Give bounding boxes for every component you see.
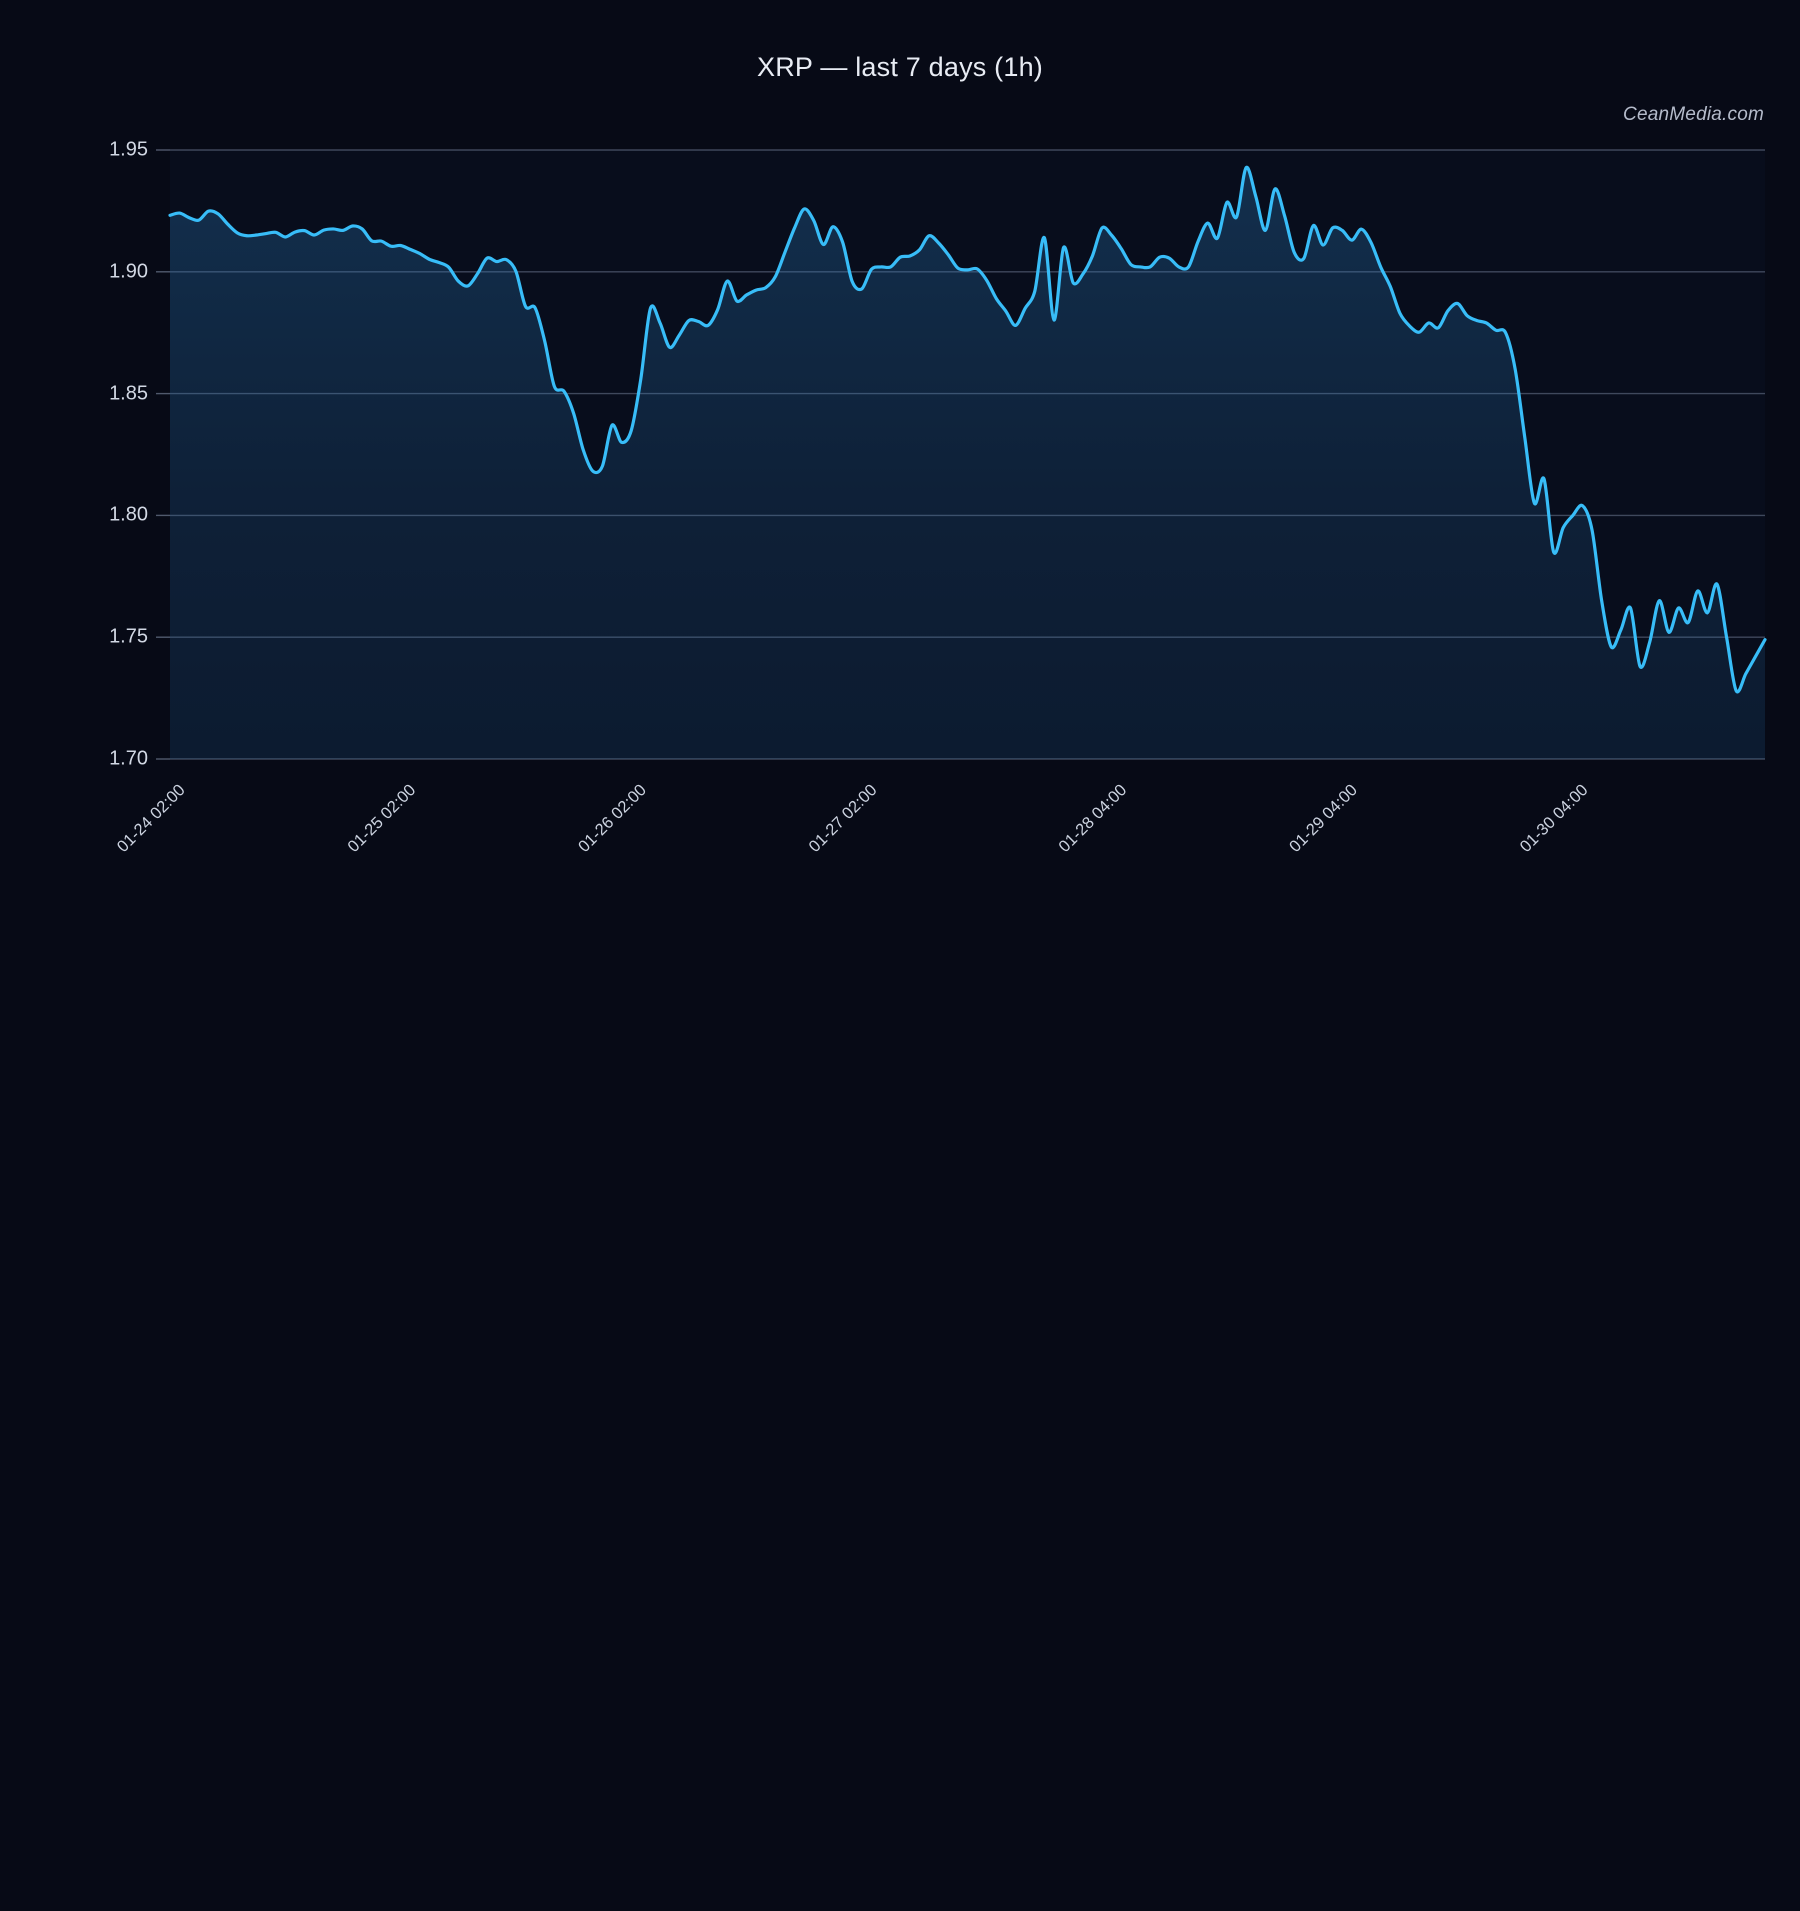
chart-root: XRP — last 7 days (1h) CeanMedia.com 1.9… [0, 0, 1767, 960]
x-axis-tick-label: 01-30 04:00 [1516, 781, 1592, 857]
y-axis-tick-label: 1.75 [109, 625, 148, 648]
y-axis: 1.95 1.90 1.85 1.80 1.75 1.70 [0, 0, 148, 960]
chart-title: XRP — last 7 days (1h) [756, 52, 1043, 82]
y-axis-tick-label: 1.95 [109, 138, 148, 161]
y-axis-tick-label: 1.70 [109, 747, 148, 770]
x-axis-tick-label: 01-24 02:00 [113, 781, 189, 857]
y-axis-tick-label: 1.85 [109, 382, 148, 405]
y-axis-tick-label: 1.90 [109, 260, 148, 283]
x-axis-tick-label: 01-26 02:00 [574, 781, 650, 857]
x-axis-tick-label: 01-25 02:00 [344, 781, 420, 857]
watermark: CeanMedia.com [1623, 104, 1764, 125]
x-axis: 01-24 02:00 01-25 02:00 01-26 02:00 01-27 0… [113, 781, 1592, 857]
x-axis-tick-label: 01-28 04:00 [1055, 781, 1131, 857]
y-axis-tick-label: 1.80 [109, 503, 148, 526]
x-axis-tick-label: 01-29 04:00 [1285, 781, 1361, 857]
plot-area [156, 149, 1767, 760]
